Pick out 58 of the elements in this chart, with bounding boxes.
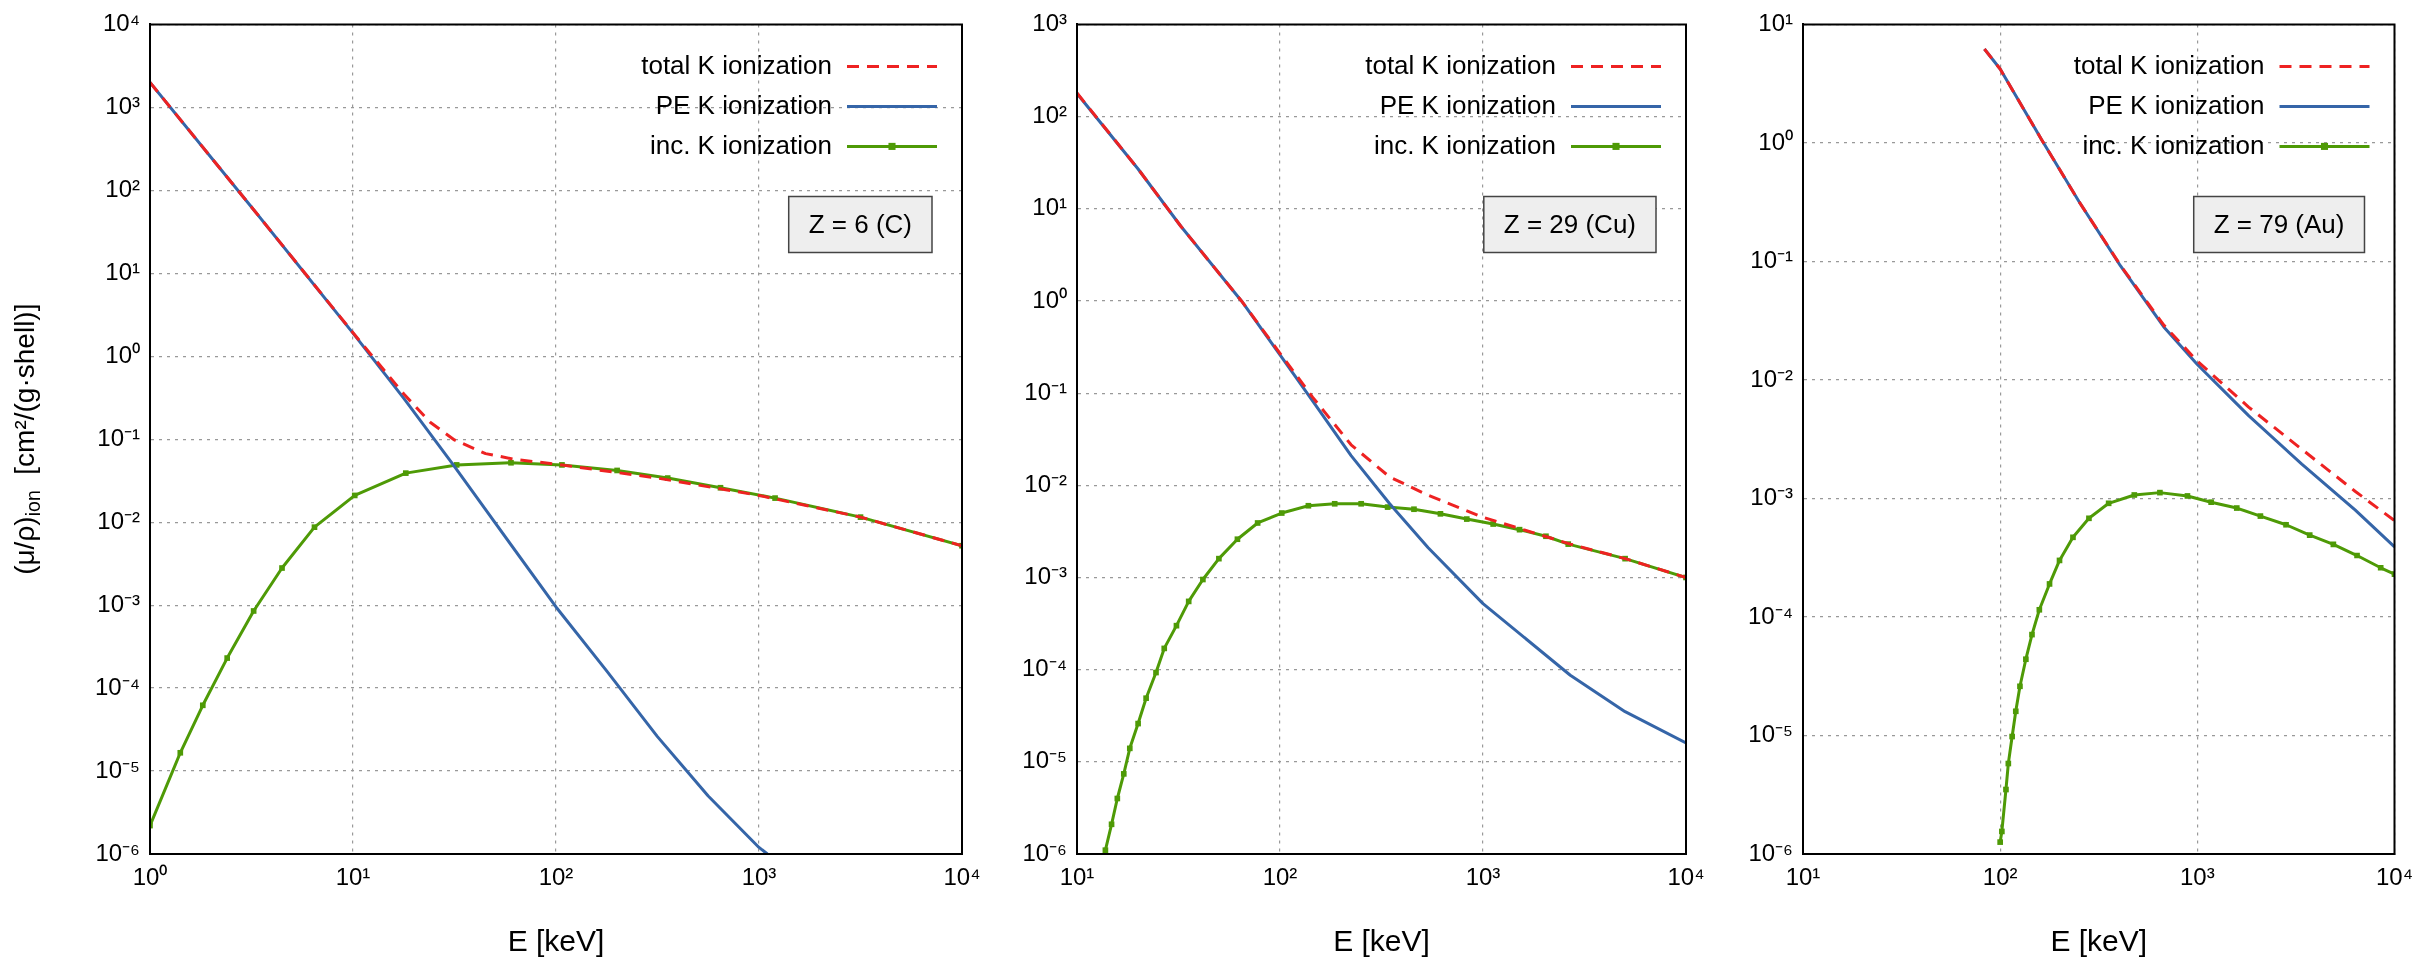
- y-tick-label: 10³: [105, 91, 141, 119]
- y-axis-title: (μ/ρ)ion [cm²/(g·shell)]: [8, 303, 44, 575]
- y-tick-label: 10⁻⁴: [1021, 654, 1067, 682]
- x-tick-label: 10⁴: [1667, 863, 1705, 891]
- x-tick-label: 10²: [1982, 863, 2018, 891]
- x-tick-label: 10³: [2179, 863, 2215, 891]
- x-tick-label: 10⁴: [943, 863, 981, 891]
- y-tick-label: 10⁰: [1032, 285, 1067, 313]
- legend-label: PE K ionization: [1379, 89, 1556, 120]
- x-axis-title: E [keV]: [507, 924, 605, 958]
- x-tick-label: 10¹: [335, 863, 371, 891]
- annotation: Z = 79 (Au): [2213, 208, 2345, 239]
- x-tick-label: 10¹: [1059, 863, 1095, 891]
- y-tick-label: 10⁻²: [97, 506, 141, 534]
- annotation: Z = 6 (C): [808, 208, 912, 239]
- y-tick-label: 10²: [1032, 101, 1068, 129]
- x-axis-title: E [keV]: [2050, 924, 2148, 958]
- legend-label: PE K ionization: [2088, 89, 2265, 120]
- y-tick-label: 10¹: [1032, 193, 1068, 221]
- annotation: Z = 29 (Cu): [1503, 208, 1636, 239]
- y-tick-label: 10²: [105, 174, 141, 202]
- legend-label: inc. K ionization: [649, 129, 832, 160]
- y-tick-label: 10⁻⁵: [1748, 720, 1793, 748]
- y-tick-label: 10⁻¹: [1024, 377, 1068, 405]
- legend-label: total K ionization: [1365, 49, 1556, 80]
- legend-label: total K ionization: [641, 49, 832, 80]
- y-tick-label: 10⁻²: [1750, 364, 1794, 392]
- x-tick-label: 10²: [538, 863, 574, 891]
- y-tick-label: 10⁰: [105, 340, 140, 368]
- y-tick-label: 10⁻⁶: [1748, 838, 1793, 866]
- x-tick-label: 10³: [741, 863, 777, 891]
- y-tick-label: 10⁻³: [1750, 483, 1794, 511]
- y-tick-label: 10¹: [105, 257, 141, 285]
- y-tick-label: 10⁻⁵: [1022, 746, 1067, 774]
- y-tick-label: 10⁻³: [97, 589, 141, 617]
- y-tick-label: 10⁻¹: [97, 423, 141, 451]
- legend-label: PE K ionization: [655, 89, 832, 120]
- y-tick-label: 10⁻⁶: [95, 838, 140, 866]
- x-tick-label: 10³: [1465, 863, 1501, 891]
- y-tick-label: 10¹: [1758, 9, 1794, 37]
- y-tick-label: 10⁻¹: [1750, 246, 1794, 274]
- x-tick-label: 10¹: [1785, 863, 1821, 891]
- y-tick-label: 10⁻⁵: [95, 755, 140, 783]
- y-tick-label: 10⁴: [102, 9, 140, 37]
- y-tick-label: 10⁻⁴: [94, 672, 140, 700]
- y-tick-label: 10⁻⁶: [1022, 838, 1067, 866]
- legend-label: total K ionization: [2073, 49, 2265, 80]
- y-tick-label: 10⁻²: [1024, 469, 1068, 497]
- legend-label: inc. K ionization: [2082, 129, 2265, 160]
- legend-label: inc. K ionization: [1373, 129, 1556, 160]
- y-tick-label: 10⁻⁴: [1747, 601, 1793, 629]
- y-tick-label: 10⁰: [1758, 127, 1793, 155]
- x-tick-label: 10²: [1262, 863, 1298, 891]
- x-tick-label: 10⁰: [132, 863, 168, 891]
- x-axis-title: E [keV]: [1333, 924, 1430, 958]
- y-tick-label: 10⁻³: [1024, 562, 1068, 590]
- x-tick-label: 10⁴: [2375, 863, 2413, 891]
- y-tick-label: 10³: [1032, 9, 1068, 37]
